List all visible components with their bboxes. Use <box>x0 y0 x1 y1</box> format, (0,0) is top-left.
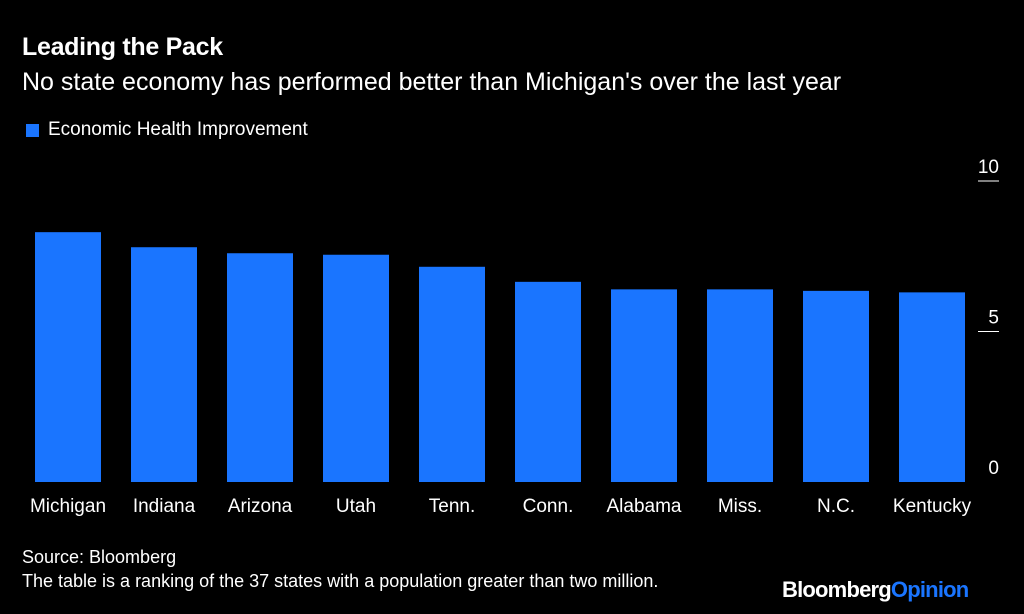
y-tick-label: 0 <box>988 458 999 479</box>
bar-nc <box>803 290 869 482</box>
x-tick-label: N.C. <box>817 496 855 517</box>
bar-arizona <box>227 253 293 482</box>
y-tick-label: 10 <box>978 157 999 178</box>
footnote: The table is a ranking of the 37 states … <box>22 571 659 591</box>
x-tick-label: Conn. <box>523 496 574 517</box>
y-tick-label: 5 <box>988 308 999 329</box>
x-tick-label: Tenn. <box>429 496 475 517</box>
chart-title: Leading the Pack <box>22 33 223 61</box>
bar-indiana <box>131 247 197 482</box>
x-tick-label: Arizona <box>228 496 293 517</box>
x-tick-label: Kentucky <box>893 496 972 517</box>
x-tick-label: Michigan <box>30 496 106 517</box>
legend-swatch <box>26 123 39 137</box>
chart-subtitle: No state economy has performed better th… <box>22 68 842 96</box>
source-note: Source: Bloomberg <box>22 547 177 567</box>
bar-conn <box>515 281 581 482</box>
x-tick-label: Alabama <box>607 496 682 517</box>
bar-utah <box>323 254 389 482</box>
x-tick-label: Miss. <box>718 496 762 517</box>
legend: Economic Health Improvement <box>26 119 308 141</box>
x-tick-label: Utah <box>336 496 376 517</box>
bar-kentucky <box>899 292 965 482</box>
bar-michigan <box>35 232 101 482</box>
legend-label: Economic Health Improvement <box>48 119 308 140</box>
brand-logo: BloombergOpinion <box>782 577 969 602</box>
x-tick-label: Indiana <box>133 496 196 517</box>
bar-miss <box>707 289 773 482</box>
bar-tenn <box>419 266 485 482</box>
bar-alabama <box>611 289 677 482</box>
